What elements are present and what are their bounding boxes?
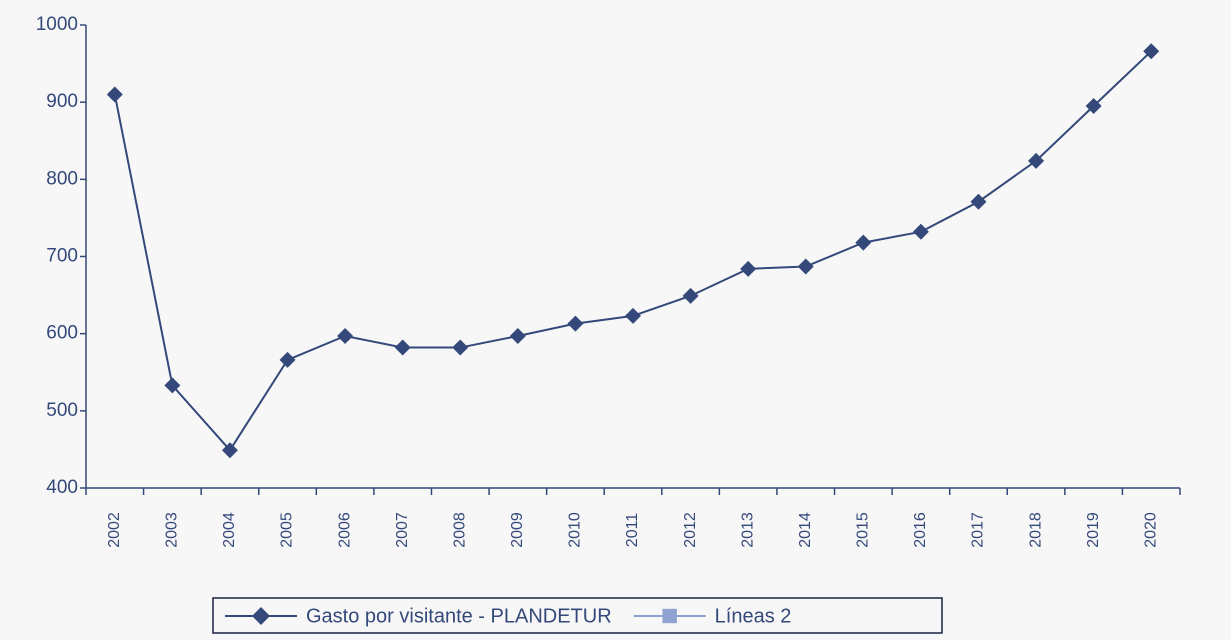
legend-label: Gasto por visitante - PLANDETUR bbox=[306, 605, 612, 627]
x-tick-label: 2016 bbox=[912, 512, 929, 548]
data-point bbox=[164, 377, 181, 394]
x-tick-label: 2011 bbox=[624, 513, 641, 548]
x-tick-label: 2017 bbox=[970, 512, 987, 548]
legend-label: Líneas 2 bbox=[715, 605, 792, 627]
x-tick-label: 2015 bbox=[855, 512, 872, 548]
data-point bbox=[337, 327, 354, 344]
y-tick-label: 800 bbox=[46, 168, 78, 189]
data-point bbox=[797, 258, 814, 275]
y-tick-label: 500 bbox=[46, 400, 78, 421]
y-tick-label: 400 bbox=[46, 477, 78, 498]
y-tick-label: 600 bbox=[46, 323, 78, 344]
legend-box bbox=[212, 597, 943, 634]
x-tick-label: 2020 bbox=[1142, 512, 1159, 548]
x-tick-label: 2018 bbox=[1027, 512, 1044, 548]
data-point bbox=[221, 442, 238, 459]
data-point bbox=[509, 327, 526, 344]
x-tick-label: 2003 bbox=[164, 512, 181, 548]
data-point bbox=[970, 193, 987, 210]
x-tick-label: 2009 bbox=[509, 512, 526, 548]
y-tick-label: 700 bbox=[46, 246, 78, 267]
data-point bbox=[106, 86, 123, 103]
data-point bbox=[394, 339, 411, 356]
data-point bbox=[1028, 152, 1045, 169]
data-point bbox=[1085, 98, 1102, 115]
data-point bbox=[682, 287, 699, 304]
data-point bbox=[740, 260, 757, 277]
data-point bbox=[452, 339, 469, 356]
data-point bbox=[567, 315, 584, 332]
y-tick-label: 900 bbox=[46, 91, 78, 112]
x-tick-label: 2019 bbox=[1085, 512, 1102, 548]
data-point bbox=[625, 307, 641, 324]
data-point bbox=[912, 223, 929, 240]
x-tick-label: 2014 bbox=[797, 512, 814, 548]
x-tick-label: 2013 bbox=[739, 512, 756, 548]
legend-marker bbox=[252, 607, 270, 625]
x-tick-label: 2012 bbox=[682, 512, 699, 548]
data-point bbox=[279, 351, 296, 368]
x-tick-label: 2008 bbox=[451, 512, 468, 548]
x-tick-label: 2010 bbox=[567, 512, 584, 548]
x-tick-label: 2006 bbox=[336, 512, 353, 548]
y-tick-label: 1000 bbox=[36, 14, 78, 35]
x-tick-label: 2007 bbox=[394, 512, 411, 548]
data-point bbox=[1143, 43, 1160, 60]
data-point bbox=[855, 234, 872, 251]
x-tick-label: 2005 bbox=[279, 512, 296, 548]
x-tick-label: 2004 bbox=[221, 512, 238, 548]
legend-marker bbox=[662, 608, 677, 624]
x-tick-label: 2002 bbox=[106, 512, 123, 548]
